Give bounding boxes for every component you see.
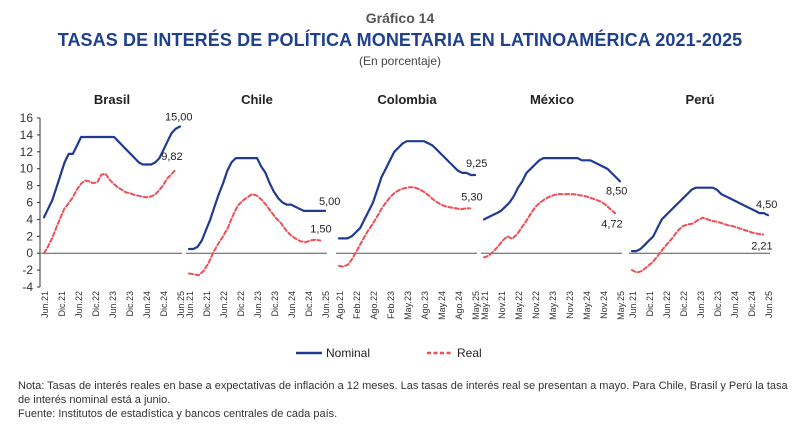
x-tick-label: Dic.24: [159, 291, 169, 317]
x-tick-label: Jun.22: [74, 291, 84, 318]
x-tick-label: May.23: [548, 291, 558, 320]
x-tick-label: May.25: [616, 291, 626, 320]
y-tick-label: 0: [26, 246, 33, 260]
x-tick-label: May.23: [403, 291, 413, 320]
y-tick-label: 10: [20, 162, 34, 176]
x-tick-label: Jun.21: [628, 291, 638, 318]
x-tick-label: Nov.22: [531, 291, 541, 319]
chart-subtitle: (En porcentaje): [358, 54, 442, 68]
x-tick-label: Ago.21: [335, 291, 345, 320]
x-tick-label: Jun.21: [40, 291, 50, 318]
annotation-real-chile: 1,50: [310, 224, 331, 236]
series-real-méxico: [483, 193, 617, 259]
x-tick-label: Feb.23: [386, 291, 396, 319]
x-tick-label: Jun.23: [108, 291, 118, 318]
x-tick-label: May.21: [480, 291, 490, 320]
source-text: Fuente: Institutos de estadística y banc…: [18, 408, 338, 420]
series-real-chile: [188, 193, 322, 277]
x-tick-label: Jun.24: [142, 291, 152, 318]
panel-title-méxico: México: [530, 92, 574, 107]
legend-label-real: Real: [457, 346, 482, 360]
y-tick-label: 4: [26, 212, 33, 226]
annotation-real-brasil: 9,82: [161, 151, 182, 163]
panel-title-perú: Perú: [686, 92, 715, 107]
x-tick-label: Jun.23: [253, 291, 263, 318]
annotation-nominal-perú: 4,50: [756, 199, 777, 211]
x-tick-label: Dic.23: [713, 291, 723, 317]
panel-title-chile: Chile: [241, 92, 273, 107]
y-tick-label: 6: [26, 196, 33, 210]
x-tick-label: Jun.24: [730, 291, 740, 318]
series-nominal-méxico: [482, 157, 622, 221]
series-nominal-brasil: [42, 125, 182, 219]
x-tick-label: Dic.21: [645, 291, 655, 317]
x-tick-label: Dic.24: [304, 291, 314, 317]
x-tick-label: Jun.22: [662, 291, 672, 318]
panel-title-brasil: Brasil: [94, 92, 130, 107]
annotation-nominal-chile: 5,00: [319, 196, 340, 208]
x-tick-label: Jun.25: [176, 291, 186, 318]
x-tick-label: Dic.21: [202, 291, 212, 317]
x-tick-label: May.25: [471, 291, 481, 320]
series-real-colombia: [338, 186, 472, 268]
chart-footnotes: Nota: Tasas de interés reales en base a …: [18, 379, 788, 421]
x-tick-label: Nov.21: [497, 291, 507, 319]
y-tick-label: 14: [20, 128, 34, 142]
legend-label-nominal: Nominal: [326, 346, 370, 360]
x-tick-label: Dic.23: [270, 291, 280, 317]
series-nominal-colombia: [337, 140, 477, 240]
x-tick-label: Dic.22: [679, 291, 689, 317]
x-tick-label: Ago.22: [369, 291, 379, 320]
series-nominal-chile: [187, 157, 327, 251]
x-tick-label: Nov.24: [599, 291, 609, 319]
x-tick-label: Jun.25: [321, 291, 331, 318]
annotation-nominal-brasil: 15,00: [165, 111, 193, 123]
y-tick-label: 16: [20, 111, 34, 125]
annotation-real-perú: 2,21: [751, 241, 772, 253]
x-tick-label: May.24: [437, 291, 447, 320]
y-tick-label: -2: [22, 263, 33, 277]
x-tick-label: Ago.23: [420, 291, 430, 320]
x-tick-label: Nov.23: [565, 291, 575, 319]
y-tick-label: -4: [22, 280, 33, 294]
y-tick-label: 8: [26, 179, 33, 193]
x-tick-label: Jun.21: [185, 291, 195, 318]
x-tick-label: Dic.24: [747, 291, 757, 317]
y-tick-label: 12: [20, 145, 34, 159]
annotation-real-méxico: 4,72: [601, 218, 622, 230]
series-nominal-perú: [630, 186, 770, 253]
x-tick-label: Jun.25: [764, 291, 774, 318]
x-tick-label: May.24: [582, 291, 592, 320]
chart-kicker: Gráfico 14: [365, 10, 435, 26]
x-tick-label: Jun.22: [219, 291, 229, 318]
x-tick-label: Dic.22: [91, 291, 101, 317]
x-tick-label: Ago.24: [454, 291, 464, 320]
annotation-nominal-colombia: 9,25: [466, 158, 487, 170]
x-tick-label: Dic.21: [57, 291, 67, 317]
note-text: Nota: Tasas de interés reales en base a …: [18, 380, 788, 406]
chart-title: TASAS DE INTERÉS DE POLÍTICA MONETARIA E…: [57, 30, 743, 50]
x-tick-label: Jun.23: [696, 291, 706, 318]
y-tick-label: 2: [26, 229, 33, 243]
panel-title-colombia: Colombia: [377, 92, 437, 107]
series-real-brasil: [43, 169, 177, 255]
x-tick-label: Dic.23: [125, 291, 135, 317]
annotation-nominal-méxico: 8,50: [606, 185, 627, 197]
x-tick-label: Jun.24: [287, 291, 297, 318]
series-real-perú: [631, 216, 765, 274]
x-tick-label: May.22: [514, 291, 524, 320]
x-tick-label: Feb.22: [352, 291, 362, 319]
annotation-real-colombia: 5,30: [461, 191, 482, 203]
x-tick-label: Dic.22: [236, 291, 246, 317]
